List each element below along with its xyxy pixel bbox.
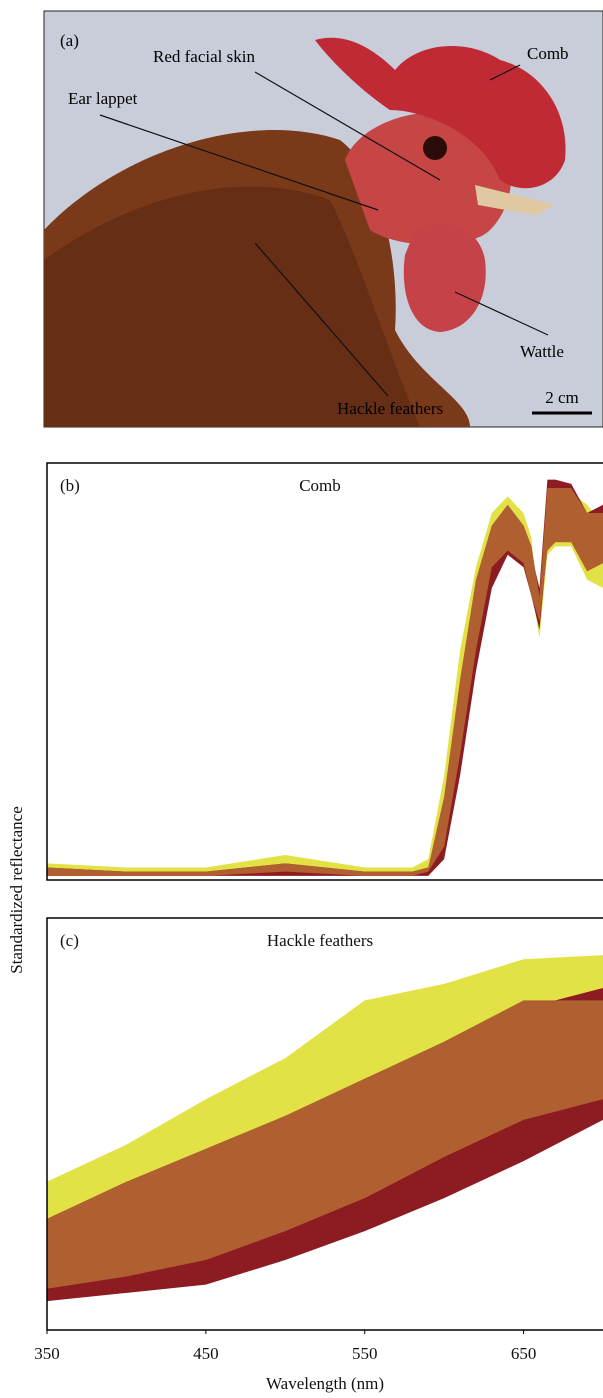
x-tick-label: 350: [34, 1344, 60, 1363]
panel-label: (c): [60, 931, 79, 950]
photo-label: Comb: [527, 44, 569, 63]
photo-label: Hackle feathers: [337, 399, 443, 418]
reflectance-band: [47, 488, 603, 876]
panel-label: (b): [60, 476, 80, 495]
x-tick-label: 550: [352, 1344, 378, 1363]
photo-label: Ear lappet: [68, 89, 138, 108]
photo-label: Red facial skin: [153, 47, 255, 66]
chart-title: Comb: [299, 476, 341, 495]
chart-title: Hackle feathers: [267, 931, 373, 950]
figure: (a) Red facial skin Comb Ear lappet Watt…: [0, 0, 603, 1398]
y-axis-label: Standardized reflectance: [7, 806, 26, 974]
x-tick-label: 650: [511, 1344, 537, 1363]
photo-label: Wattle: [520, 342, 564, 361]
eye: [423, 136, 447, 160]
x-axis-label: Wavelength (nm): [266, 1374, 384, 1393]
panel-label: (a): [60, 31, 79, 50]
scale-label: 2 cm: [545, 388, 579, 407]
photo-panel: (a) Red facial skin Comb Ear lappet Watt…: [44, 11, 603, 427]
x-tick-label: 450: [193, 1344, 219, 1363]
